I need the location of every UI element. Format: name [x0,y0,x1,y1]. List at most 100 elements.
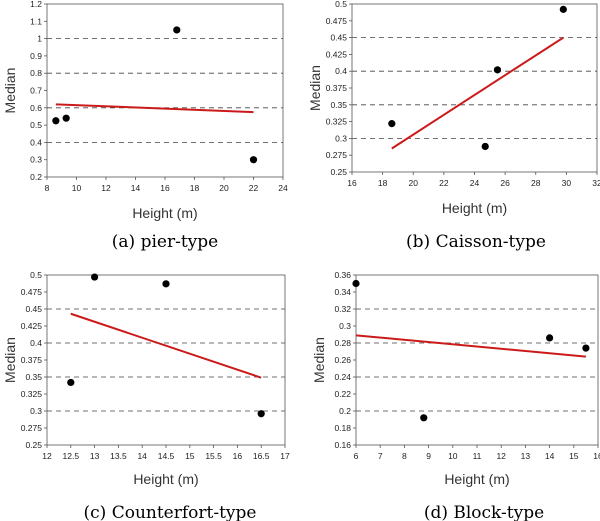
chart-2-xtick-label-3: 13.5 [110,451,127,461]
chart-1-ytick-label-2: 0.3 [335,133,347,143]
chart-3-ytick-label-10: 0.36 [334,270,351,280]
chart-1-xtick-label-1: 18 [378,178,388,188]
chart-1-ytick-label-6: 0.4 [335,66,347,76]
chart-3-xtick-label-1: 7 [378,451,383,461]
chart-3-xtick-label-10: 16 [593,451,600,461]
chart-2-xtick-label-0: 12 [42,451,52,461]
chart-2-xtick-label-4: 14 [137,451,147,461]
chart-1-y-axis-title: Median [307,65,323,111]
chart-3-caption: (d) Block-type [424,503,544,521]
chart-3-xtick-label-9: 15 [569,451,579,461]
chart-3-ytick-label-3: 0.22 [334,389,351,399]
chart-0-caption: (a) pier-type [112,232,218,252]
chart-1-point-1 [481,142,489,151]
chart-3-plot-frame [355,274,599,446]
chart-2-xtick-label-8: 16 [233,451,243,461]
chart-1-xtick-label-7: 30 [562,178,572,188]
chart-1-point-2 [493,66,502,74]
chart-1-xtick-label-5: 26 [500,178,510,188]
chart-2-xtick-label-6: 15 [185,451,195,461]
chart-3-xtick-label-7: 13 [521,451,531,461]
chart-3-x-axis-title: Height (m) [444,471,509,487]
chart-3-point-0 [352,279,360,288]
chart-1-point-3 [559,5,567,13]
chart-1-xtick-label-3: 22 [439,178,449,188]
chart-1-xtick-label-2: 20 [409,178,419,188]
chart-3-ytick-label-1: 0.18 [334,423,351,433]
chart-1-plot-frame [351,3,598,173]
chart-2-xtick-label-1: 12.5 [63,451,80,461]
chart-0-point-2 [173,26,181,34]
chart-2-ytick-label-10: 0.5 [30,270,42,280]
chart-1-xtick-label-8: 32 [592,178,600,188]
chart-2: 12 12.5 13 13.5 14 14.5 15 15.5 16 16.5 17 0.25 0.27… [2,270,290,521]
chart-2-ytick-label-2: 0.3 [30,406,42,416]
chart-2-ytick-label-8: 0.45 [25,304,42,314]
chart-2-point-0 [67,378,75,387]
chart-1-x-axis-title: Height (m) [442,200,507,216]
chart-0-xtick-label-8: 24 [278,183,288,193]
chart-1-ytick-label-0: 0.25 [330,167,347,177]
chart-2-point-3 [257,410,265,418]
chart-1-ytick-label-10: 0.5 [335,0,347,9]
chart-2-ytick-label-0: 0.25 [25,440,42,450]
chart-1-trend-line [391,36,564,150]
chart-0-xtick-label-7: 22 [249,183,259,193]
chart-3-xtick-label-2: 8 [402,451,407,461]
chart-3-ytick-label-4: 0.24 [334,372,351,382]
chart-3-point-3 [582,344,590,352]
chart-0-plot-frame [46,3,284,178]
chart-2-xtick-label-7: 15.5 [205,451,222,461]
chart-2-plot-frame [46,274,286,446]
chart-2-x-axis-title: Height (m) [133,471,198,487]
chart-3-ytick-label-8: 0.32 [334,304,351,314]
chart-3-ytick-label-2: 0.2 [339,406,351,416]
chart-3-ytick-label-7: 0.3 [339,321,351,331]
chart-0-ytick-label-3: 0.5 [30,120,42,130]
chart-0-ytick-label-5: 0.7 [30,86,42,96]
chart-0-ytick-label-7: 0.9 [30,51,42,61]
chart-1-caption: (b) Caisson-type [406,232,546,252]
chart-3-xtick-label-5: 11 [473,451,482,461]
chart-2-ytick-label-4: 0.35 [25,372,42,382]
chart-0-point-0 [52,117,60,125]
chart-3-y-axis-title: Median [311,337,327,383]
chart-2-ytick-label-5: 0.375 [21,355,43,365]
chart-2-ytick-label-7: 0.425 [21,321,43,331]
chart-2-xtick-label-2: 13 [90,451,100,461]
chart-1-ytick-label-3: 0.325 [326,117,348,127]
chart-3-trend-line [355,334,586,358]
chart-0-xtick-label-2: 12 [101,183,111,193]
chart-0-ytick-label-4: 0.6 [30,103,42,113]
chart-1-xtick-label-0: 16 [347,178,357,188]
chart-0-ytick-label-1: 0.3 [30,155,42,165]
chart-0-xtick-label-6: 20 [219,183,229,193]
chart-3-xtick-label-4: 10 [448,451,458,461]
chart-2-ytick-label-6: 0.4 [30,338,42,348]
chart-1-point-0 [388,120,396,128]
chart-0-ytick-label-10: 1.2 [30,0,42,9]
chart-0-y-axis-title: Median [2,68,18,114]
chart-0-xtick-label-5: 18 [190,183,200,193]
chart-0-xtick-label-0: 8 [45,183,50,193]
chart-2-ytick-label-3: 0.325 [21,389,43,399]
chart-3-xtick-label-3: 9 [426,451,431,461]
chart-3-ytick-label-5: 0.26 [334,355,351,365]
chart-0-ytick-label-0: 0.2 [30,172,42,182]
chart-2-ytick-label-9: 0.475 [21,287,43,297]
chart-0-point-1 [62,114,70,122]
chart-2-trend-line [70,312,262,379]
chart-1-ytick-label-5: 0.375 [326,83,348,93]
chart-2-ytick-label-1: 0.275 [21,423,43,433]
chart-0-ytick-label-8: 1 [37,34,42,44]
chart-3-ytick-label-0: 0.16 [334,440,351,450]
chart-1-ytick-label-7: 0.425 [326,49,348,59]
chart-1-ytick-label-9: 0.475 [326,16,348,26]
chart-0-xtick-label-3: 14 [131,183,141,193]
chart-0: 8 10 12 14 16 18 20 22 24 0.2 0.3 0.4 0.5 0.6 0.7 0.8 0.… [2,0,288,252]
chart-0-x-axis-title: Height (m) [132,205,197,221]
chart-2-caption: (c) Counterfort-type [84,503,257,521]
chart-1-xtick-label-4: 24 [470,178,480,188]
chart-0-ytick-label-9: 1.1 [30,16,42,26]
